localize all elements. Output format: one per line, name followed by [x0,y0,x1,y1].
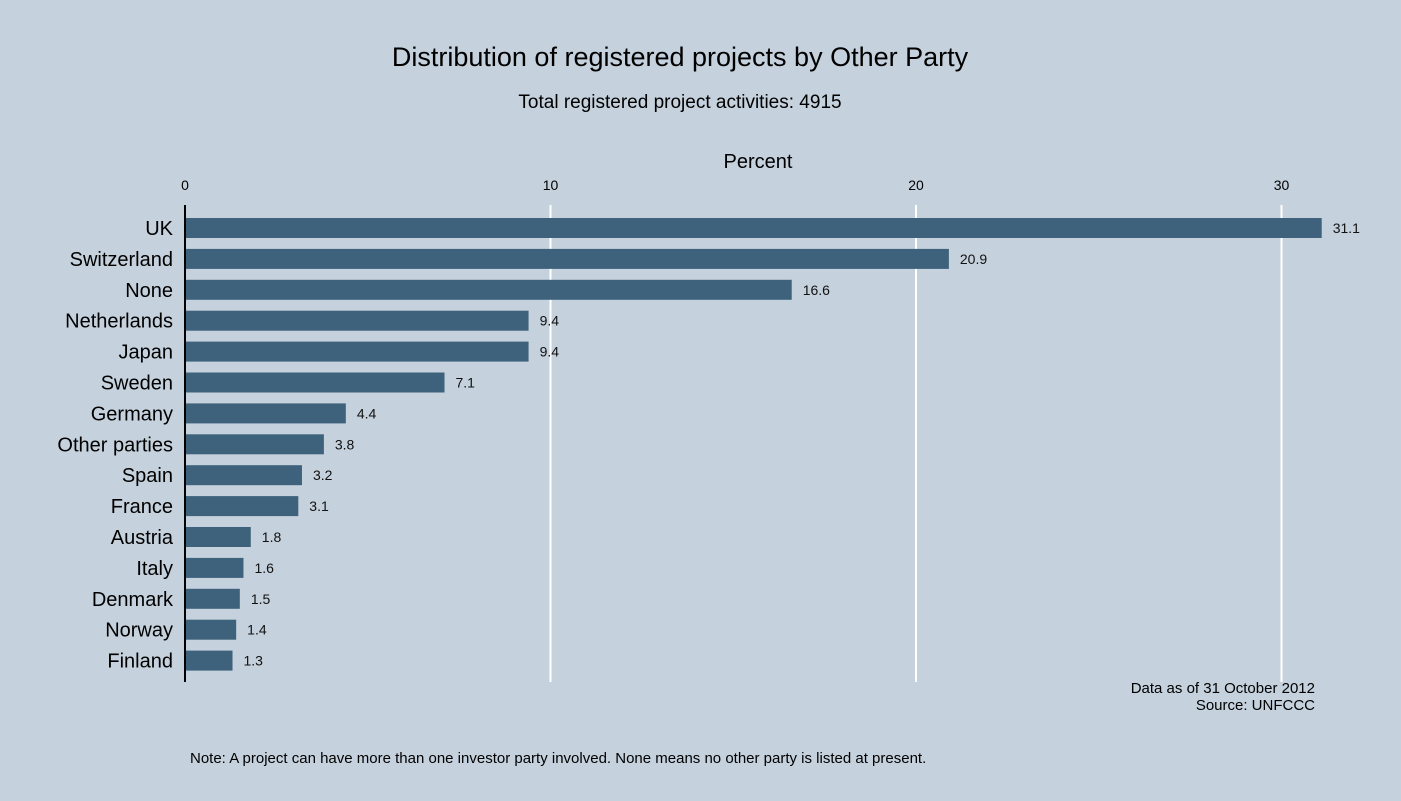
category-label: Germany [91,403,173,425]
category-label: France [111,496,173,518]
value-label: 31.1 [1333,220,1360,236]
x-tick-label: 0 [181,177,189,193]
x-tick-labels: 0 10 20 30 [181,177,1289,193]
value-label: 9.4 [540,313,560,329]
bar [185,496,299,517]
bar [185,403,346,424]
value-label: 9.4 [540,344,560,360]
category-label: Norway [105,620,173,642]
bar [185,527,251,547]
bar [185,557,244,578]
x-tick-label: 20 [908,177,924,193]
bar [185,588,240,609]
category-label: Denmark [92,589,174,611]
category-label: Sweden [101,373,173,395]
x-tick-label: 10 [543,177,559,193]
category-label: UK [145,218,173,240]
bar [185,279,792,300]
value-label: 1.3 [244,653,264,669]
category-label: Netherlands [65,311,173,333]
grid-lines [549,205,1283,682]
bar [185,218,1322,238]
value-labels: 31.1 20.9 16.6 9.4 9.4 7.1 4.43.83.2 3.1 1.8 1.6 1… [244,220,1361,669]
chart-title: Distribution of registered projects by O… [392,42,969,72]
value-label: 1.8 [262,529,282,545]
value-label: 3.1 [309,498,329,514]
value-label: 1.4 [247,622,267,638]
value-label: 20.9 [960,251,987,267]
value-label: 3.8 [335,436,355,452]
bar [185,341,529,362]
category-label: Switzerland [70,249,173,271]
footnote: Note: A project can have more than one i… [190,750,926,767]
bar [185,310,529,331]
data-date-note: Data as of 31 October 2012 [1131,680,1315,697]
value-label: 7.1 [456,375,476,391]
value-label: 4.4 [357,405,377,421]
category-label: None [125,280,173,302]
bar [185,650,233,671]
bar [185,248,949,269]
value-label: 1.6 [254,560,274,576]
bar [185,465,302,486]
chart-subtitle: Total registered project activities: 491… [518,92,841,113]
bar [185,372,445,393]
category-label: Austria [111,527,174,549]
category-label: Finland [107,651,173,673]
x-tick-label: 30 [1274,177,1290,193]
category-label: Spain [122,465,173,487]
value-label: 1.5 [251,591,271,607]
category-labels: UK Switzerland None Netherlands Japan Sweden G… [57,218,174,673]
source-note: Source: UNFCCC [1196,697,1315,714]
value-label: 16.6 [803,282,830,298]
bars [185,218,1322,671]
category-label: Italy [136,558,173,580]
x-axis-label: Percent [724,151,793,173]
value-label: 3.2 [313,467,333,483]
category-label: Other parties [57,434,173,456]
bar [185,434,324,455]
category-label: Japan [119,342,174,364]
bar [185,619,237,640]
